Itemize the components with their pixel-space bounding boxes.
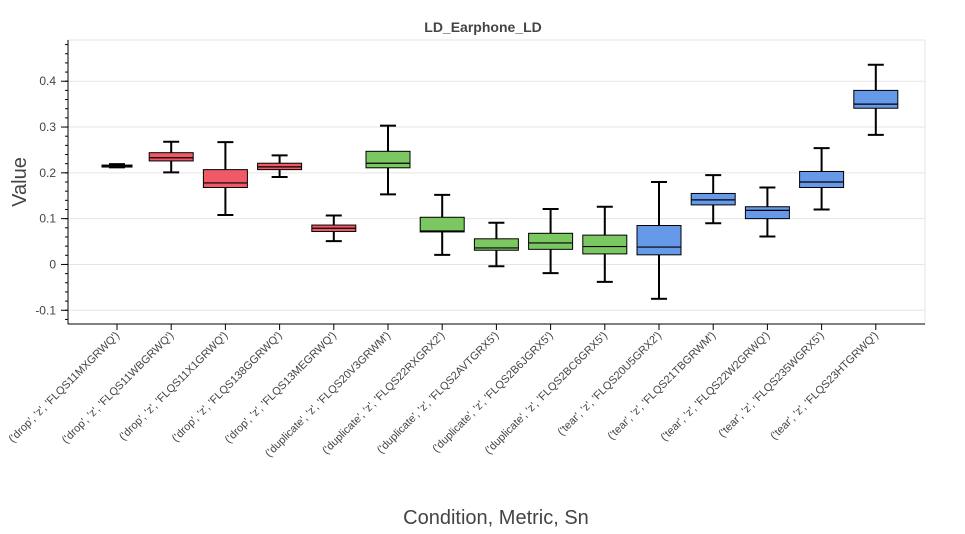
box-12 (690, 174, 736, 225)
y-tick-label: -0.1 (35, 303, 56, 317)
x-tick-label: ('tear', 'z', 'FLQS235WGRX5') (716, 330, 826, 440)
x-tick-label: ('drop', 'z', 'FLQS138GGRWQ') (170, 330, 285, 445)
x-tick-label: ('tear', 'z', 'FLQS20U5GRX2') (556, 330, 665, 439)
x-axis-label: Condition, Metric, Sn (403, 507, 589, 529)
box-iqr (690, 192, 736, 206)
box-6 (365, 124, 411, 196)
x-tick-label: ('tear', 'z', 'FLQS23HTGRWQ') (768, 330, 881, 443)
y-tick-label: 0.3 (39, 120, 56, 134)
y-tick-label: 0.4 (39, 74, 56, 88)
box-14 (799, 147, 845, 211)
box-13 (744, 186, 790, 238)
x-tick-label: ('drop', 'z', 'FLQS13MEGRWQ') (223, 330, 339, 446)
box-iqr (853, 89, 899, 109)
x-tick-label: ('drop', 'z', 'FLQS11WBGRWQ') (60, 330, 177, 447)
box-8 (473, 221, 519, 268)
box-3 (202, 141, 248, 216)
x-tick-label: ('drop', 'z', 'FLQS11MXGRWQ') (6, 330, 122, 446)
box-iqr (636, 225, 682, 256)
x-tick-label: ('tear', 'z', 'FLQS22W2GRWQ') (658, 330, 772, 444)
y-tick-label: 0.1 (39, 212, 56, 226)
plot-frame (67, 39, 926, 325)
box-15 (853, 63, 899, 136)
y-axis: -0.1 0 0.1 0.2 0.3 0.4 (35, 40, 69, 324)
x-tick-label: ('tear', 'z', 'FLQS21TBGRWM') (606, 330, 719, 443)
box-9 (528, 208, 574, 275)
box-5 (311, 214, 357, 243)
box-iqr (528, 232, 574, 250)
box-2 (148, 140, 194, 174)
y-axis-label: Value (9, 157, 31, 207)
box-1 (101, 163, 133, 169)
box-iqr (419, 216, 465, 233)
box-iqr (582, 234, 628, 255)
chart-title: LD_Earphone_LD (424, 19, 541, 35)
box-iqr (799, 170, 845, 188)
box-10 (582, 205, 628, 283)
x-axis: ('drop', 'z', 'FLQS11MXGRWQ')('drop', 'z… (6, 323, 925, 460)
box-iqr (148, 152, 194, 162)
box-iqr (202, 169, 248, 188)
grid-lines (68, 80, 925, 311)
box-iqr (744, 206, 790, 220)
y-tick-label: 0 (49, 257, 56, 271)
box-iqr (473, 238, 519, 251)
box-7 (419, 193, 465, 256)
box-11 (636, 181, 682, 300)
x-tick-label: ('drop', 'z', 'FLQS11X1GRWQ') (117, 330, 231, 444)
x-tick-label: ('duplicate', 'z', 'FLQS2AVTGRX5') (375, 330, 502, 457)
boxes (101, 63, 899, 300)
y-tick-label: 0.2 (39, 166, 56, 180)
box-4 (257, 154, 303, 178)
box-iqr (365, 150, 411, 169)
x-tick-label: ('duplicate', 'z', 'FLQS2B6JGRX5') (430, 330, 555, 455)
